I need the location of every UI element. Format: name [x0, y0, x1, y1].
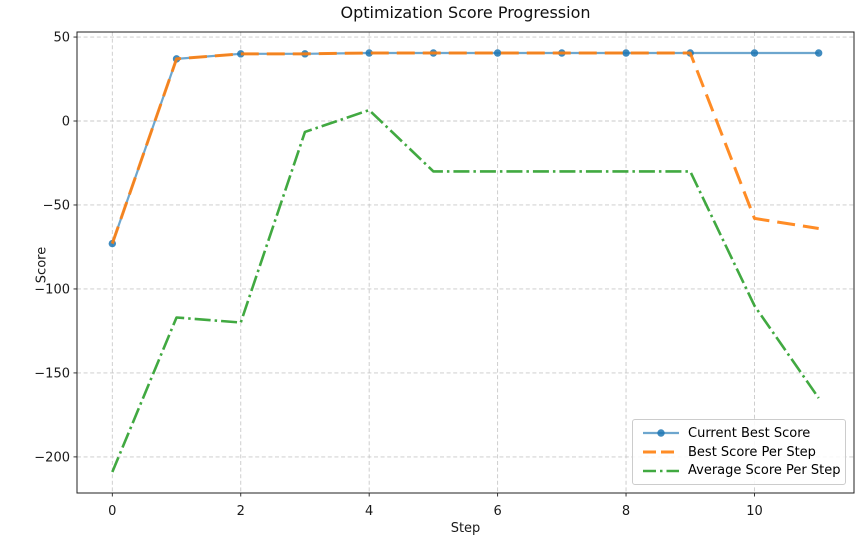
x-tick-label: 8	[622, 504, 630, 519]
series-line	[110, 51, 819, 245]
data-point-marker	[814, 49, 823, 57]
legend-item-current-best: Current Best Score	[642, 424, 836, 443]
y-tick-label: −200	[34, 450, 70, 465]
y-tick-label: −150	[34, 366, 70, 381]
data-point-marker	[237, 50, 245, 58]
y-axis-label: Score	[34, 246, 50, 284]
x-tick-label: 4	[365, 504, 373, 519]
y-tick-label: −100	[34, 282, 70, 297]
legend-item-average-per-step: Average Score Per Step	[642, 461, 841, 480]
x-tick-label: 0	[108, 504, 116, 519]
series-line	[111, 108, 820, 473]
chart-title: Optimization Score Progression	[340, 3, 591, 22]
legend-sample-line-icon	[643, 450, 679, 454]
data-point-marker	[750, 49, 759, 57]
legend-label: Best Score Per Step	[688, 444, 816, 460]
data-point-marker	[493, 49, 502, 57]
data-point-marker	[365, 49, 373, 57]
axis-tick-labels: 0 2 4 6 8 10 50 0 −50 −100 −150 −200	[34, 31, 762, 519]
data-point-marker	[622, 49, 630, 57]
legend: Current Best Score Best Score Per Step A…	[632, 419, 846, 485]
x-tick-label: 2	[237, 504, 245, 519]
x-tick-label: 10	[746, 504, 763, 519]
axis-ticks	[73, 36, 755, 497]
series-1	[110, 51, 819, 245]
legend-sample-line-icon	[643, 469, 679, 472]
series-0	[108, 49, 823, 248]
series-line	[111, 51, 819, 244]
legend-label: Average Score Per Step	[688, 463, 841, 479]
y-tick-label: 50	[53, 31, 70, 46]
legend-item-best-per-step: Best Score Per Step	[642, 443, 836, 462]
legend-sample-line-icon	[643, 429, 679, 438]
legend-label: Current Best Score	[688, 425, 811, 441]
y-tick-label: 0	[62, 115, 70, 130]
plot-border	[76, 31, 855, 494]
y-tick-label: −50	[43, 198, 70, 213]
x-tick-label: 6	[493, 504, 501, 519]
series-2	[111, 108, 820, 473]
x-axis-label: Step	[450, 521, 481, 536]
